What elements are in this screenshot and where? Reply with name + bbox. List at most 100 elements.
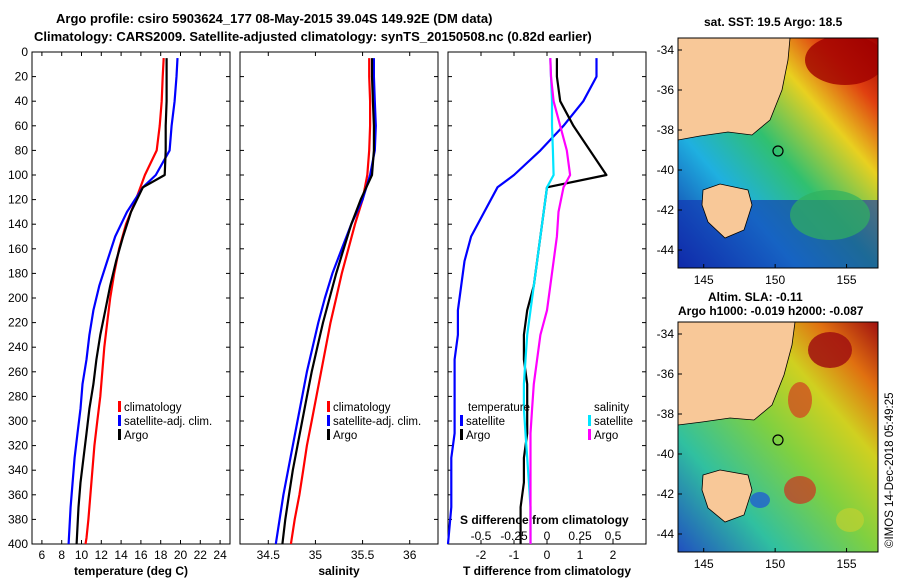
plot-frame (31, 51, 231, 545)
y-tick-label: 80 (15, 143, 29, 157)
y-tick-label: 400 (8, 537, 28, 551)
legend-s-argo-label: Argo (594, 430, 618, 442)
map-y-tick-label: -44 (657, 527, 675, 541)
s-tick-label: -0.25 (500, 529, 528, 543)
y-tick-label: 140 (8, 217, 28, 231)
x-axis-label: temperature (deg C) (74, 564, 188, 578)
s-tick-label: 0.25 (568, 529, 592, 543)
y-tick-label: 0 (21, 45, 28, 59)
argo-position-marker (772, 434, 784, 446)
sst-map: sat. SST: 19.5 Argo: 18.5 (677, 15, 879, 269)
map-x-tick-label: 150 (765, 273, 785, 287)
map-x-tick-label: 145 (694, 273, 714, 287)
legend-climatology-label: climatology (124, 402, 182, 414)
x-tick-label: 10 (75, 548, 89, 562)
map-x-tick-label: 155 (837, 273, 857, 287)
y-tick-label: 280 (8, 389, 28, 403)
series-line-satellite-adj-clim- (67, 58, 179, 545)
legend-salinity-header: salinity (594, 402, 629, 414)
temperature-panel: 0 20 40 60 80 100 120 140 160 180 200 220 240 260 280 3… (8, 45, 231, 578)
x-tick-label: 35 (309, 548, 323, 562)
land-mainland (678, 322, 796, 426)
map-x-tick-label: 155 (837, 557, 857, 571)
difference-legend: temperature salinity satellite Argo sate… (460, 402, 633, 442)
x-axis-label: salinity (318, 564, 360, 578)
x-tick-label: 35.5 (351, 548, 375, 562)
x-tick-label: 36 (403, 548, 417, 562)
land-tasmania (701, 183, 753, 239)
x-tick-label: 34.5 (257, 548, 281, 562)
y-tick-label: 200 (8, 291, 28, 305)
map-y-tick-label: -36 (657, 83, 675, 97)
x-tick-label: 22 (194, 548, 208, 562)
series-line-t-argo (519, 58, 608, 544)
legend-s-satellite-label: satellite (594, 416, 633, 428)
salinity-legend: climatology satellite-adj. clim. Argo (327, 401, 421, 442)
difference-panel: -2 -1 0 1 2 T difference from climatology (446, 51, 647, 578)
legend-argo-label: Argo (124, 430, 148, 442)
plot-frame (239, 51, 439, 545)
y-tick-label: 60 (15, 119, 29, 133)
land-tasmania (701, 469, 753, 523)
sla-map-title: Altim. SLA: -0.11 (708, 290, 803, 304)
sst-map-ticks: 145 150 155 -34 -36 -38 -40 -42 -44 (657, 43, 857, 287)
map-y-tick-label: -44 (657, 243, 675, 257)
legend-argo-swatch (118, 429, 121, 440)
sst-map-title: sat. SST: 19.5 Argo: 18.5 (704, 15, 843, 29)
x-tick-label: 20 (174, 548, 188, 562)
series-line-s-argo (529, 58, 572, 544)
legend-argo-label: Argo (333, 430, 357, 442)
x-tick-label: 18 (154, 548, 168, 562)
legend-t-satellite-label: satellite (466, 416, 505, 428)
imos-stamp: ©IMOS 14-Dec-2018 05:49:25 (884, 392, 896, 548)
x-tick-label: 14 (114, 548, 128, 562)
y-tick-label: 40 (15, 94, 29, 108)
x-tick-label: -2 (476, 548, 487, 562)
legend-argo-swatch (327, 429, 330, 440)
y-tick-label: 20 (15, 70, 29, 84)
series-line-climatology (289, 58, 372, 545)
series-line-satellite-adj-clim- (274, 58, 377, 545)
map-y-tick-label: -40 (657, 447, 675, 461)
legend-climatology-swatch (327, 401, 330, 412)
x-tick-label: 24 (213, 548, 227, 562)
map-y-tick-label: -34 (657, 43, 675, 57)
x-tick-label: 1 (577, 548, 584, 562)
x-axis-label: T difference from climatology (463, 564, 631, 578)
y-tick-label: 120 (8, 193, 28, 207)
y-tick-label: 340 (8, 463, 28, 477)
s-tick-label: 0 (544, 529, 551, 543)
series-line-climatology (84, 58, 165, 545)
legend-satellite-label: satellite-adj. clim. (124, 416, 212, 428)
x-tick-label: 6 (39, 548, 46, 562)
y-tick-label: 160 (8, 242, 28, 256)
salinity-panel: 34.5 35 35.5 36 salinity (239, 51, 439, 578)
y-tick-label: 360 (8, 488, 28, 502)
sla-map: Altim. SLA: -0.11 Argo h1000: -0.019 h20… (677, 290, 879, 553)
map-y-tick-label: -34 (657, 327, 675, 341)
map-x-tick-label: 145 (694, 557, 714, 571)
series-line-argo (281, 58, 375, 545)
s-tick-label: 0.5 (605, 529, 622, 543)
legend-s-argo-swatch (588, 429, 591, 440)
map-y-tick-label: -38 (657, 407, 675, 421)
temperature-legend: climatology satellite-adj. clim. Argo (118, 401, 212, 442)
map-y-tick-label: -42 (657, 487, 675, 501)
series-line-argo (75, 58, 168, 545)
y-tick-label: 220 (8, 316, 28, 330)
legend-satellite-label: satellite-adj. clim. (333, 416, 421, 428)
legend-climatology-label: climatology (333, 402, 391, 414)
sla-map-ticks: 145 150 155 -34 -36 -38 -40 -42 -44 (657, 327, 857, 571)
y-tick-label: 100 (8, 168, 28, 182)
map-y-tick-label: -42 (657, 203, 675, 217)
x-tick-label: 12 (95, 548, 109, 562)
s-difference-ticks: -0.5 -0.25 0 0.25 0.5 (471, 529, 622, 543)
y-tick-label: 260 (8, 365, 28, 379)
legend-temperature-header: temperature (468, 402, 530, 414)
x-tick-label: 16 (134, 548, 148, 562)
map-x-tick-label: 150 (765, 557, 785, 571)
title-line-1: Argo profile: csiro 5903624_177 08-May-2… (56, 11, 492, 26)
argo-position-marker (772, 145, 784, 157)
series-line-t-satellite (446, 58, 598, 545)
